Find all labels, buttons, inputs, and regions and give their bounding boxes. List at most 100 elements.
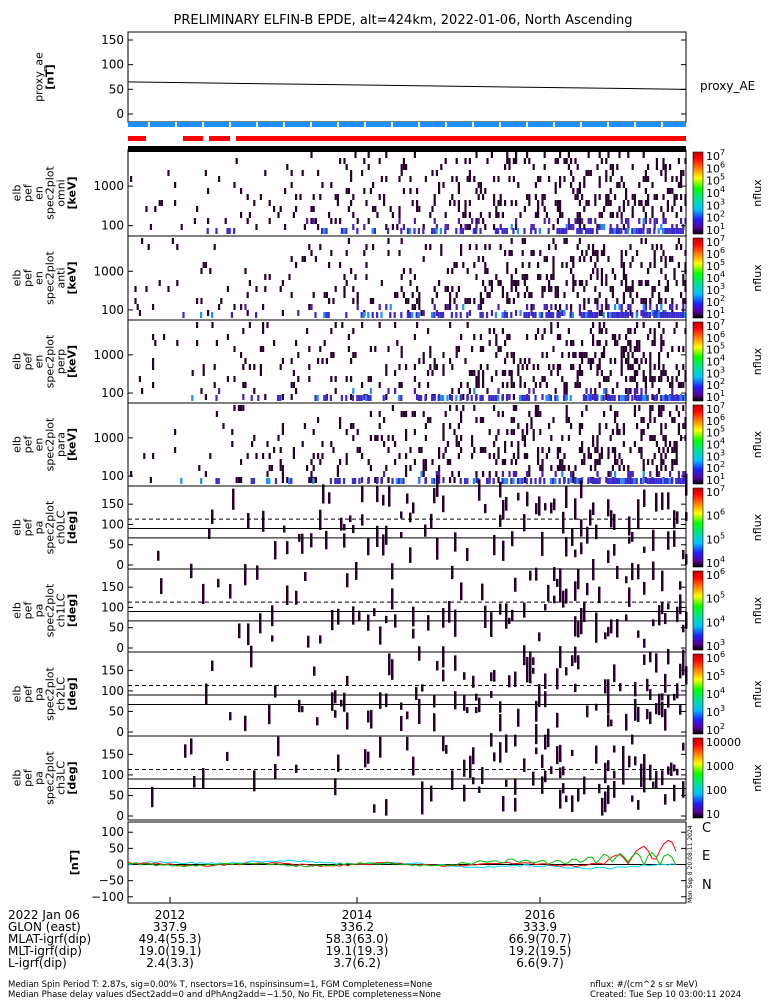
spec-pixel <box>378 194 381 200</box>
pa-pixel <box>541 754 544 768</box>
spec-pixel <box>350 268 353 274</box>
pa-pixel <box>238 623 241 639</box>
spec-pixel <box>259 370 262 376</box>
ylabel-line: pa <box>33 687 46 701</box>
pa-pixel <box>652 561 655 580</box>
pa-pixel <box>232 488 235 510</box>
ytick-label: 100 <box>101 768 124 782</box>
spec-pixel <box>662 164 665 170</box>
spec-pixel <box>550 322 553 328</box>
spec-pixel <box>614 453 617 459</box>
spec-pixel <box>649 328 652 334</box>
spec-pixel <box>356 447 359 453</box>
pa-pixel <box>658 699 661 711</box>
chart-title: PRELIMINARY ELFIN-B EPDE, alt=424km, 202… <box>174 13 633 28</box>
spec-pixel <box>620 364 623 370</box>
spec-pixel <box>475 477 478 483</box>
spec-pixel <box>499 224 502 230</box>
spec-pixel <box>649 218 652 224</box>
spec-pixel <box>539 465 542 471</box>
spec-pixel <box>427 382 430 388</box>
footer-row-label: MLT-igrf(dip) <box>8 944 82 958</box>
spec-pixel <box>360 312 363 318</box>
ylabel-line: [deg] <box>66 594 79 627</box>
spec-pixel <box>627 200 630 206</box>
pa-pixel <box>574 549 577 558</box>
colorbar-exp: 5 <box>720 173 725 182</box>
spec-pixel <box>570 170 573 176</box>
spec-pixel <box>651 459 654 465</box>
pa-pixel <box>322 484 325 504</box>
spec-pixel <box>490 280 493 286</box>
ylabel-line: ch1LC <box>55 593 68 627</box>
spec-pixel <box>677 382 680 388</box>
spec-pixel <box>466 224 469 230</box>
pa-pixel <box>631 795 634 802</box>
pa-pixel <box>643 581 646 595</box>
spec-pixel <box>609 312 612 318</box>
spec-pixel <box>455 158 458 164</box>
spec-pixel <box>633 228 636 234</box>
spec-pixel <box>488 471 491 477</box>
spec-pixel <box>600 224 603 230</box>
pa-pixel <box>661 701 664 718</box>
pa-pixel <box>529 570 532 581</box>
spec-pixel <box>413 376 416 382</box>
ylabel-line: en <box>33 271 46 285</box>
ylabel-line: spec2plot <box>44 667 57 721</box>
ylabel-line: spec2plot <box>44 500 57 554</box>
spec-pixel <box>382 395 385 401</box>
spec-pixel <box>598 194 601 200</box>
spec-pixel <box>582 312 585 318</box>
pa-pixel <box>535 567 538 581</box>
pa-pixel <box>535 723 538 745</box>
pa-pixel <box>193 775 196 788</box>
spec-pixel <box>649 370 652 376</box>
spec-pixel <box>503 478 506 484</box>
spec-pixel <box>653 250 656 256</box>
pa-pixel <box>190 563 193 579</box>
spec-pixel <box>670 478 673 484</box>
ytick-label: 100 <box>101 600 124 614</box>
spec-pixel <box>433 194 436 200</box>
spec-pixel <box>266 441 269 447</box>
spec-pixel <box>675 395 678 401</box>
spec-pixel <box>405 164 408 170</box>
spec-pixel <box>468 170 471 176</box>
spec-pixel <box>167 170 170 176</box>
spec-pixel <box>616 164 619 170</box>
colorbar-exp: 7 <box>720 401 725 410</box>
spec-pixel <box>609 478 612 484</box>
spec-pixel <box>576 370 579 376</box>
spec-pixel <box>618 206 621 212</box>
spec-pixel <box>618 152 621 158</box>
spec-pixel <box>647 268 650 274</box>
spec-pixel <box>659 395 662 401</box>
pa-pixel <box>409 512 412 523</box>
colorbar-exp: 4 <box>720 185 725 194</box>
spec-pixel <box>649 262 652 268</box>
spec-pixel <box>624 228 627 234</box>
pa-pixel <box>373 608 376 617</box>
spec-pixel <box>636 423 639 429</box>
pa-pixel <box>673 764 676 772</box>
spec-pixel <box>356 298 359 304</box>
spec-pixel <box>572 477 575 483</box>
spec-pixel <box>433 200 436 206</box>
spec-pixel <box>358 447 361 453</box>
spec-pixel <box>682 170 685 176</box>
spec-pixel <box>680 292 683 298</box>
spec-pixel <box>554 200 557 206</box>
spec-pixel <box>614 471 617 477</box>
spec-pixel <box>644 382 647 388</box>
spec-pixel <box>596 312 599 318</box>
spec-pixel <box>413 274 416 280</box>
spec-pixel <box>572 262 575 268</box>
spec-pixel <box>352 352 355 358</box>
spec-pixel <box>352 286 355 292</box>
spec-pixel <box>233 346 236 352</box>
spec-pixel <box>631 298 634 304</box>
spec-pixel <box>565 395 568 401</box>
spin-status-gap <box>229 122 231 127</box>
pa-pixel <box>325 530 328 550</box>
